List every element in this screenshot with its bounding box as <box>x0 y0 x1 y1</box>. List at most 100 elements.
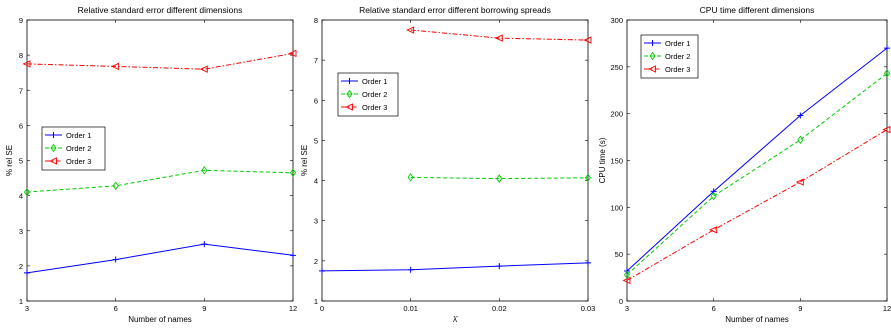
data-point-marker <box>494 34 503 42</box>
data-point-marker <box>496 263 503 270</box>
data-point-marker <box>883 69 891 78</box>
data-point-marker <box>710 188 717 195</box>
y-axis-label: % rel SE <box>5 145 14 176</box>
chart-panel-2: 0 0.01 0.02 0.03 1 2 3 4 5 6 7 8 Relative standard e… <box>300 5 595 324</box>
series-line-1 <box>26 243 294 274</box>
series-line-3 <box>626 129 888 281</box>
legend-marker <box>346 78 353 84</box>
data-point-marker <box>24 269 30 276</box>
data-point-marker <box>290 252 296 259</box>
y-tick-label: 7 <box>19 86 23 95</box>
y-tick-label: 9 <box>19 16 23 25</box>
legend: Order 1 Order 2 Order 3 <box>640 34 699 79</box>
legend-marker <box>50 143 57 153</box>
y-tick-label: 300 <box>610 16 623 25</box>
y-tick-label: 2 <box>19 262 23 271</box>
legend-entry: Order 3 <box>665 65 690 74</box>
legend-marker <box>346 89 353 99</box>
data-point-marker <box>584 173 592 183</box>
series-line-2 <box>626 73 888 276</box>
data-point-marker <box>288 49 297 58</box>
series-line-1 <box>626 47 888 272</box>
series-line-3 <box>26 52 294 70</box>
data-point-marker <box>710 191 717 201</box>
legend-marker <box>344 103 353 111</box>
chart-title: Relative standard error different borrow… <box>359 5 551 15</box>
x-axis-label: Number of names <box>725 315 789 324</box>
plot-frame <box>321 19 589 302</box>
data-point-marker <box>201 241 208 248</box>
series-line-2 <box>26 169 294 193</box>
data-point-marker <box>795 178 804 186</box>
legend-entry: Order 2 <box>665 52 690 61</box>
data-point-marker <box>407 173 414 182</box>
x-tick-label: 9 <box>798 304 802 313</box>
y-tick-label: 200 <box>610 110 623 119</box>
x-tick-label: 3 <box>25 304 29 313</box>
x-axis-label: Number of names <box>128 315 192 324</box>
legend-marker <box>649 51 656 61</box>
y-tick-label: 5 <box>314 136 318 145</box>
chart-title: Relative standard error different dimens… <box>78 5 243 15</box>
x-tick-label: 0.03 <box>581 304 596 313</box>
data-point-marker <box>111 62 120 71</box>
y-tick-label: 4 <box>19 192 23 201</box>
y-tick-label: 6 <box>314 96 318 105</box>
y-tick-label: 250 <box>610 63 623 72</box>
data-point-marker <box>583 36 592 44</box>
data-point-marker <box>623 270 631 280</box>
data-point-marker <box>289 168 297 178</box>
legend: Order 1 Order 2 Order 3 <box>337 72 399 117</box>
x-tick-label: 3 <box>625 304 629 313</box>
chart-title: CPU time different dimensions <box>700 5 815 15</box>
data-point-marker <box>407 266 414 273</box>
legend-entry: Order 1 <box>66 131 91 140</box>
data-point-marker <box>884 45 890 52</box>
legend-entry: Order 1 <box>362 77 387 86</box>
x-tick-label: 0.02 <box>492 304 507 313</box>
legend-marker <box>647 65 656 73</box>
legend-entry: Order 2 <box>362 90 387 99</box>
x-tick-label: 12 <box>883 304 891 313</box>
data-point-marker <box>112 256 119 263</box>
data-point-marker <box>201 166 208 175</box>
y-tick-label: 0 <box>619 297 623 306</box>
data-point-marker <box>797 112 804 119</box>
y-tick-label: 8 <box>19 51 23 60</box>
data-point-marker <box>112 181 119 191</box>
legend-entry: Order 3 <box>362 103 387 112</box>
data-point-marker <box>496 174 503 183</box>
chart-panel-3: 3 6 9 12 0 50 100 150 200 250 300 CPU time differen… <box>598 5 891 324</box>
data-point-marker <box>22 60 31 68</box>
data-point-marker <box>23 187 31 197</box>
y-tick-label: 1 <box>19 297 23 306</box>
data-point-marker <box>199 65 208 73</box>
data-point-marker <box>882 125 891 134</box>
y-tick-label: 150 <box>610 157 623 166</box>
data-point-marker <box>406 26 415 34</box>
legend-entry: Order 1 <box>665 39 690 48</box>
y-tick-label: 5 <box>19 157 23 166</box>
data-point-marker <box>797 135 804 145</box>
y-tick-label: 6 <box>19 121 23 130</box>
y-tick-label: 50 <box>615 250 623 259</box>
data-point-marker <box>319 267 325 274</box>
y-tick-label: 8 <box>314 16 318 25</box>
legend-box <box>41 126 106 171</box>
x-tick-label: 6 <box>114 304 118 313</box>
legend-marker <box>50 132 57 138</box>
data-point-marker <box>622 276 631 285</box>
legend-entry: Order 2 <box>66 144 91 153</box>
data-point-marker <box>585 259 591 266</box>
y-axis-label: CPU time (s) <box>598 137 607 183</box>
y-tick-label: 7 <box>314 56 318 65</box>
y-tick-label: 100 <box>610 203 623 212</box>
x-tick-label: 12 <box>289 304 297 313</box>
y-tick-label: 2 <box>314 257 318 266</box>
series-line-2 <box>410 176 589 180</box>
y-tick-label: 4 <box>314 177 318 186</box>
x-axis-label: λ̄ <box>453 315 459 324</box>
x-tick-label: 6 <box>712 304 716 313</box>
y-tick-label: 1 <box>314 297 318 306</box>
